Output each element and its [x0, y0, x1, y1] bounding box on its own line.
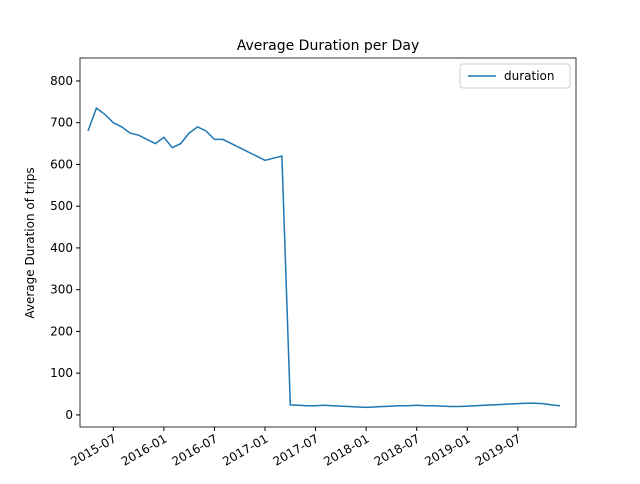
y-tick-label: 300 [50, 283, 73, 297]
legend-box [459, 63, 571, 89]
y-tick-label: 500 [50, 199, 73, 213]
y-tick-label: 200 [50, 324, 73, 338]
y-tick-label: 700 [50, 116, 73, 130]
y-tick-label: 600 [50, 157, 73, 171]
x-tick-label: 2019-07 [473, 431, 523, 468]
plot-frame [79, 57, 577, 428]
x-tick-label: 2017-07 [271, 431, 321, 468]
y-tick-label: 0 [65, 408, 73, 422]
legend-label: duration [504, 69, 555, 83]
x-tick-label: 2018-07 [372, 431, 422, 468]
y-tick-label: 100 [50, 366, 73, 380]
x-tick-label: 2019-01 [422, 431, 472, 468]
y-tick-label: 400 [50, 241, 73, 255]
x-tick-label: 2015-07 [68, 431, 118, 468]
y-tick-label: 800 [50, 74, 73, 88]
data-line [87, 106, 561, 409]
x-tick-label: 2017-01 [220, 431, 270, 468]
x-tick-label: 2018-01 [321, 431, 371, 468]
chart-title: Average Duration per Day [237, 38, 420, 54]
y-axis-label: Average Duration of trips [23, 167, 37, 318]
x-tick-label: 2016-07 [170, 431, 220, 468]
x-tick-label: 2016-01 [119, 431, 169, 468]
